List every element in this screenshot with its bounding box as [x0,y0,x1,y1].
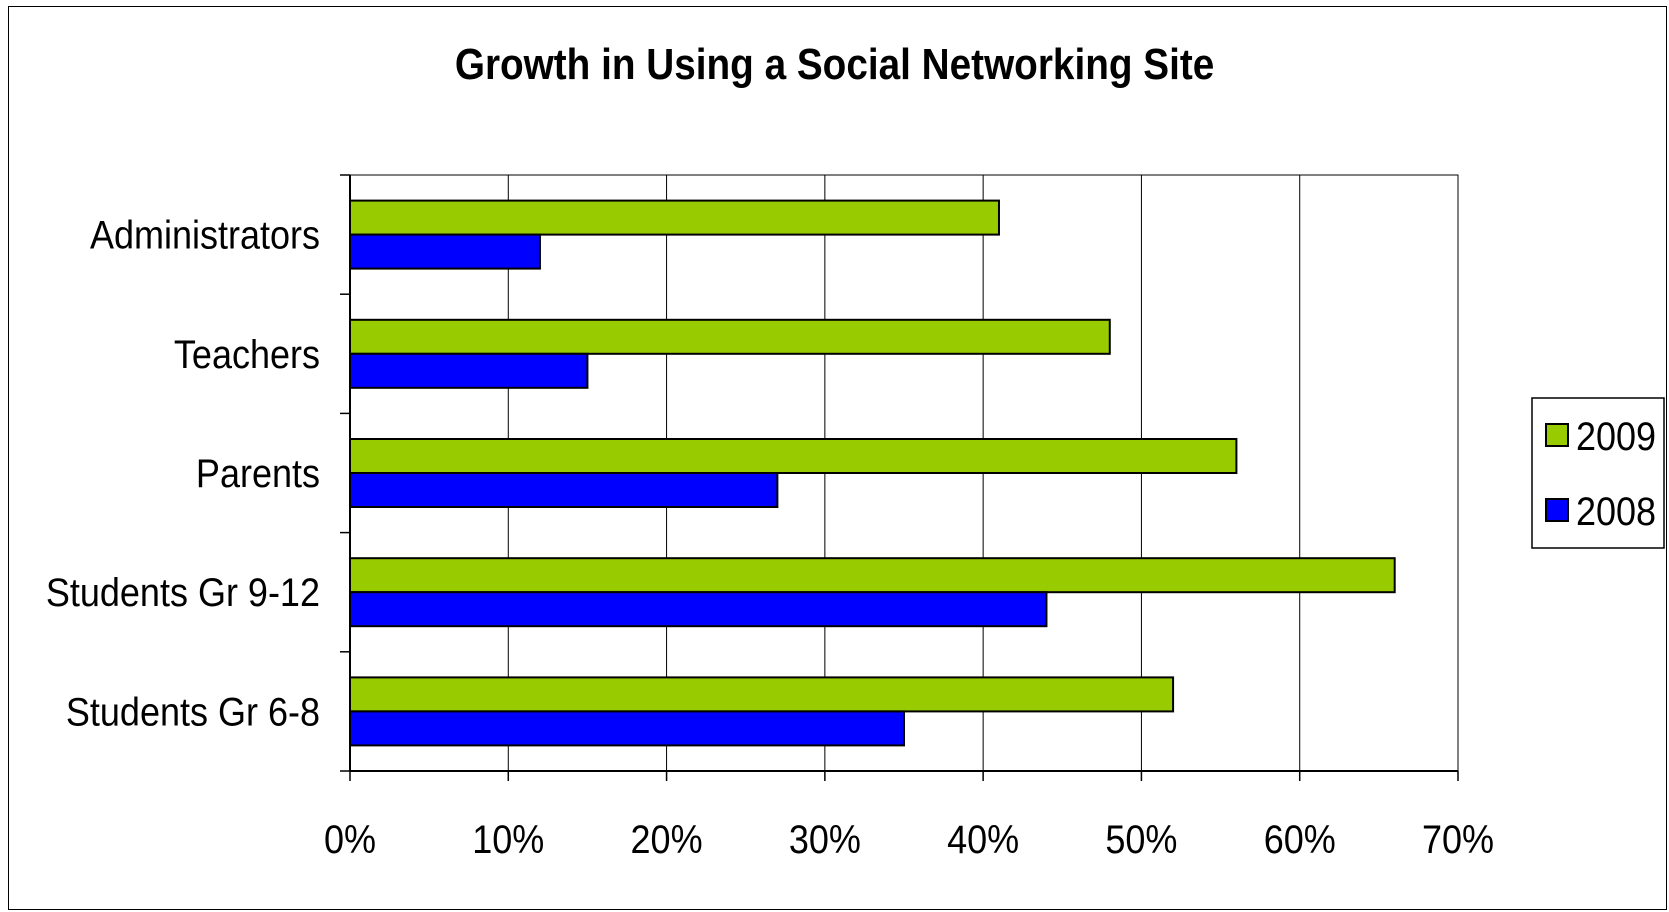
bar-2009 [349,557,1396,594]
category-label: Students Gr 9-12 [46,572,320,616]
x-tick-label: 10% [472,818,544,862]
category-label: Students Gr 6-8 [66,691,320,735]
legend-swatch-2008 [1545,498,1569,522]
x-tick-label: 30% [789,818,861,862]
x-tick-label: 50% [1105,818,1177,862]
chart-title: Growth in Using a Social Networking Site [454,40,1215,89]
category-label: Administrators [90,214,320,258]
x-tick-label: 0% [324,818,376,862]
x-tick-label: 60% [1264,818,1336,862]
bar-2009 [349,199,1000,236]
bar-2008 [349,710,905,747]
bar-2009 [349,676,1175,713]
bar-2009 [349,438,1238,474]
legend-label: 2009 [1576,415,1656,459]
bar-2008 [349,591,1048,628]
x-tick-label: 40% [947,818,1019,862]
legend-swatch-2009 [1545,423,1569,447]
category-label: Teachers [174,333,320,377]
x-tick-label: 70% [1422,818,1494,862]
bar-2009 [349,318,1111,355]
x-tick-label: 20% [631,818,703,862]
bar-2008 [349,233,541,270]
legend-label: 2008 [1576,490,1656,534]
bar-2008 [349,472,779,508]
bar-2008 [349,352,589,389]
category-label: Parents [196,452,320,496]
